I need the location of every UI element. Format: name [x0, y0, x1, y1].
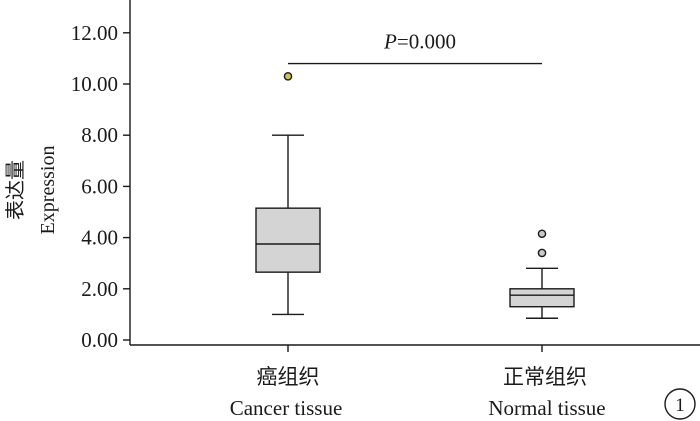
y-tick-label: 2.00 [81, 277, 118, 301]
p-value-text: =0.000 [397, 30, 456, 54]
y-tick-label: 12.00 [71, 21, 118, 45]
y-tick-label: 8.00 [81, 123, 118, 147]
y-axis-label-cn: 表达量 [4, 160, 27, 220]
panel-label: 1 [664, 388, 696, 420]
outlier-point [537, 248, 547, 258]
boxes [255, 72, 575, 319]
y-axis-label-en: Expression [37, 146, 59, 235]
significance-annotation: P=0.000 [288, 30, 542, 65]
box-iqr [255, 207, 321, 273]
y-ticks: 0.00 2.00 4.00 6.00 8.00 10.00 12.00 [71, 21, 130, 352]
y-tick-label: 4.00 [81, 226, 118, 250]
x-label-cancer-en: Cancer tissue [230, 396, 343, 420]
box-iqr [509, 288, 575, 308]
panel-label-text: 1 [675, 395, 685, 416]
y-tick-label: 10.00 [71, 72, 118, 96]
p-value-symbol: P [383, 30, 397, 54]
x-label-normal-cn: 正常组织 [503, 365, 587, 389]
axes [129, 0, 700, 352]
outlier-point [283, 72, 293, 81]
p-value-label: P=0.000 [383, 30, 456, 54]
y-tick-label: 6.00 [81, 174, 118, 198]
y-tick-label: 0.00 [81, 328, 118, 352]
x-label-normal-en: Normal tissue [488, 396, 605, 420]
outlier-point [537, 229, 547, 239]
panel-label-circle [664, 388, 696, 420]
x-label-cancer-cn: 癌组织 [257, 365, 320, 389]
